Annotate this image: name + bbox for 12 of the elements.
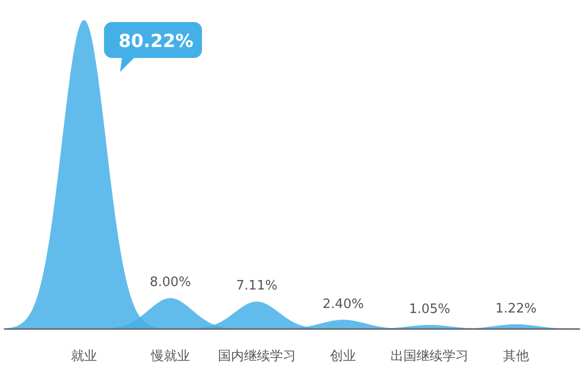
data-label: 2.40% [322,296,364,312]
category-label: 慢就业 [150,349,190,364]
data-label: 8.00% [150,275,192,290]
category-label: 国内继续学习 [218,349,296,364]
data-label: 80.22% [118,31,194,52]
data-label: 7.11% [236,278,278,294]
category-label: 其他 [503,349,529,364]
data-label: 1.22% [495,301,537,316]
data-label: 1.05% [408,302,450,317]
category-label: 就业 [71,349,97,364]
category-label: 出国继续学习 [390,349,469,364]
category-label: 创业 [330,349,356,364]
